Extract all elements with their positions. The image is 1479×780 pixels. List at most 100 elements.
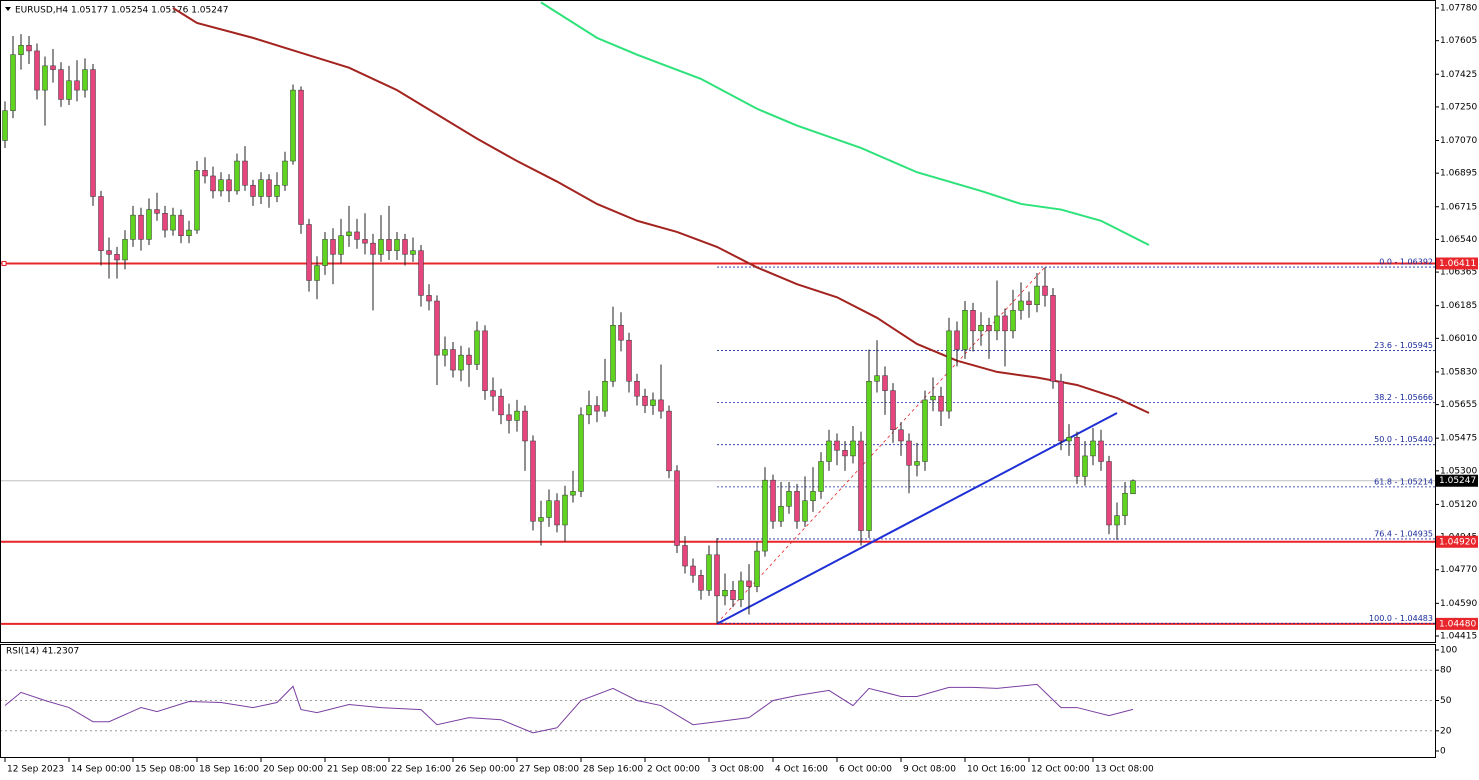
- candle-body: [786, 491, 792, 507]
- candle-body: [74, 80, 80, 91]
- candle-body: [34, 50, 40, 91]
- rsi-tick-label: 80: [1440, 666, 1452, 676]
- candle-body: [290, 89, 296, 162]
- candle-body: [546, 500, 552, 518]
- fib-label: 61.8 - 1.05214: [1374, 477, 1433, 486]
- candle-body: [746, 580, 752, 587]
- candle-body: [10, 54, 16, 111]
- rsi-title: RSI(14) 41.2307: [6, 647, 79, 657]
- candle-body: [970, 310, 976, 332]
- rsi-line: [4, 683, 1134, 734]
- y-tick-label: 1.05475: [1440, 434, 1477, 444]
- candle-body: [690, 565, 696, 576]
- candle-body: [226, 179, 232, 192]
- candle-body: [706, 554, 712, 591]
- candle-body: [682, 545, 688, 567]
- candle-body: [538, 517, 544, 522]
- candle-body: [1106, 461, 1112, 526]
- candle-body: [1002, 315, 1008, 332]
- candle-body: [378, 239, 384, 255]
- x-tick-label: 27 Sep 08:00: [519, 765, 579, 775]
- rsi-tick-label: 0: [1440, 747, 1446, 757]
- candle-body: [610, 325, 616, 382]
- x-tick-label: 12 Sep 2023: [7, 765, 64, 775]
- candle-body: [274, 185, 280, 197]
- candle-body: [314, 265, 320, 281]
- candle-body: [242, 160, 248, 186]
- moving-average: [540, 1, 1150, 246]
- fib-label: 38.2 - 1.05666: [1374, 393, 1433, 402]
- candle-body: [202, 170, 208, 177]
- y-tick-label: 1.05120: [1440, 500, 1477, 510]
- candle-body: [554, 500, 560, 526]
- rsi-tick-label: 50: [1440, 696, 1452, 706]
- candle-body: [906, 440, 912, 466]
- candle-body: [1066, 436, 1072, 442]
- candle-body: [834, 440, 840, 451]
- y-tick-label: 1.05830: [1440, 367, 1477, 377]
- candle-body: [210, 175, 216, 192]
- candle-body: [346, 231, 352, 236]
- candle-body: [178, 214, 184, 236]
- x-tick-label: 22 Sep 16:00: [391, 765, 451, 775]
- candle-body: [890, 390, 896, 431]
- candle-body: [394, 239, 400, 251]
- candle-body: [794, 491, 800, 522]
- candle-body: [994, 315, 1000, 332]
- rsi-tick-label: 20: [1440, 726, 1452, 736]
- candle-body: [570, 491, 576, 496]
- candle-body: [1122, 492, 1128, 516]
- candle-body: [922, 399, 928, 462]
- candle-body: [674, 470, 680, 546]
- y-tick-label: 1.07070: [1440, 136, 1477, 146]
- candle-body: [730, 590, 736, 600]
- candle-body: [26, 45, 32, 52]
- candle-body: [1010, 310, 1016, 332]
- candle-body: [266, 179, 272, 197]
- candle-body: [578, 414, 584, 492]
- menu-arrow: [5, 7, 11, 11]
- candle-body: [2, 110, 8, 141]
- candle-body: [898, 429, 904, 442]
- y-tick-label: 1.07605: [1440, 36, 1477, 46]
- candle-body: [386, 239, 392, 251]
- candle-body: [1050, 295, 1056, 382]
- candle-body: [594, 405, 600, 412]
- candle-body: [330, 239, 336, 255]
- header: EURUSD,H4 1.05177 1.05254 1.05176 1.0524…: [15, 6, 228, 16]
- trendline: [716, 412, 1118, 625]
- rsi-plot: [1, 669, 1435, 734]
- candle-body: [1018, 300, 1024, 311]
- level-price-label: 1.04480: [1439, 619, 1476, 629]
- candle-body: [930, 395, 936, 401]
- candle-body: [738, 580, 744, 600]
- candle-body: [810, 491, 816, 501]
- y-tick-label: 1.06365: [1440, 268, 1477, 278]
- candle-body: [962, 310, 968, 350]
- candle-body: [618, 325, 624, 341]
- candle-body: [802, 500, 808, 522]
- y-tick-label: 1.05655: [1440, 400, 1477, 410]
- candle-body: [162, 213, 168, 231]
- candle-body: [986, 325, 992, 332]
- candle-body: [602, 381, 608, 412]
- candle-body: [634, 381, 640, 397]
- candle-body: [426, 295, 432, 302]
- candle-body: [842, 450, 848, 457]
- candle-body: [642, 395, 648, 406]
- y-tick-label: 1.06185: [1440, 301, 1477, 311]
- candle-body: [938, 395, 944, 412]
- candle-body: [770, 479, 776, 522]
- candle-body: [858, 440, 864, 531]
- fib-label: 0.0 - 1.06392: [1379, 258, 1433, 267]
- candle-body: [450, 349, 456, 371]
- candle-body: [218, 179, 224, 192]
- y-tick-label: 1.07425: [1440, 70, 1477, 80]
- candle-body: [82, 69, 88, 91]
- candle-body: [338, 235, 344, 255]
- candle-body: [130, 214, 136, 240]
- candle-body: [106, 250, 112, 255]
- x-tick-label: 14 Sep 00:00: [71, 765, 131, 775]
- candle-body: [354, 231, 360, 240]
- candle-body: [122, 239, 128, 261]
